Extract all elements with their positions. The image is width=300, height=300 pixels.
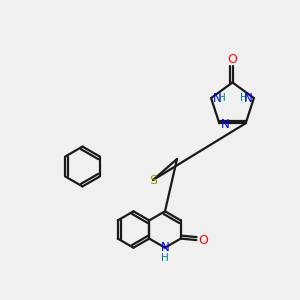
- Text: S: S: [149, 173, 157, 187]
- Text: N: N: [244, 92, 252, 104]
- Text: O: O: [198, 234, 208, 247]
- Text: O: O: [228, 53, 237, 66]
- Text: N: N: [160, 241, 169, 254]
- Text: H: H: [161, 253, 169, 263]
- Text: N: N: [213, 92, 221, 104]
- Text: H: H: [218, 93, 226, 103]
- Text: N: N: [221, 118, 230, 131]
- Text: H: H: [239, 93, 247, 103]
